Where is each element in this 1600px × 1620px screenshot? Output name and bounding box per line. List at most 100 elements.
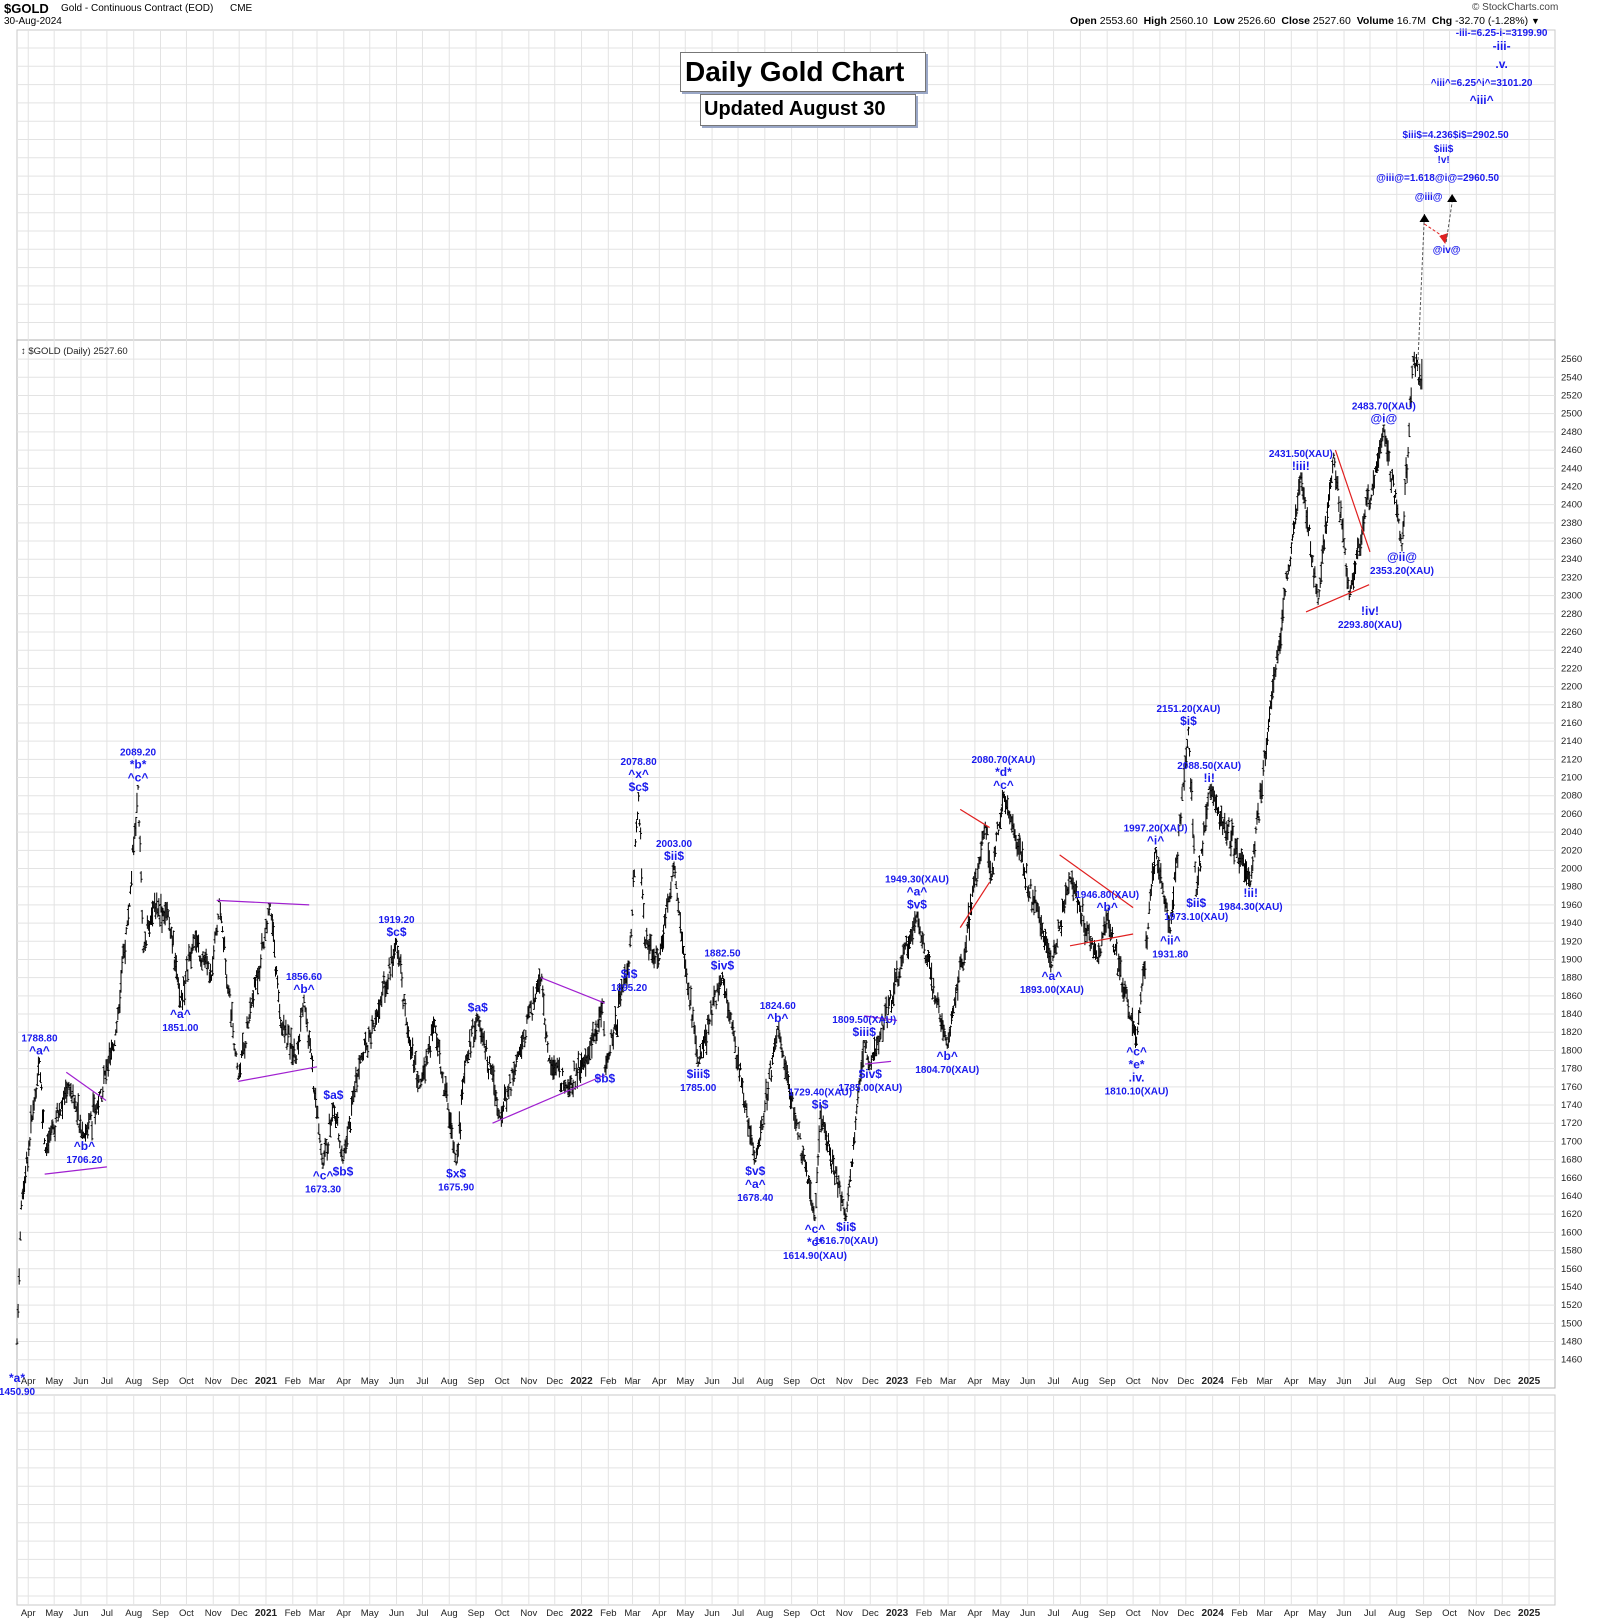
x-tick-label: Feb <box>916 1376 932 1387</box>
symbol: $GOLD <box>4 1 49 16</box>
low-value: 2526.60 <box>1237 15 1276 27</box>
x-tick-label: Jul <box>732 1608 744 1619</box>
y-tick-label: 2320 <box>1561 572 1582 583</box>
x-tick-label: Nov <box>1468 1608 1485 1619</box>
x-tick-label: May <box>992 1608 1010 1619</box>
x-tick-label: Mar <box>624 1376 640 1387</box>
wave-label: $a$ <box>323 1088 343 1102</box>
x-tick-label: Aug <box>1388 1608 1405 1619</box>
projection-path <box>1417 213 1425 371</box>
trendline <box>959 808 990 829</box>
wave-label: 1614.90(XAU) <box>783 1251 847 1262</box>
x-tick-label: Sep <box>1099 1608 1116 1619</box>
trendline <box>65 1071 107 1101</box>
x-tick-label: 2024 <box>1202 1376 1225 1387</box>
y-tick-label: 2500 <box>1561 409 1582 420</box>
wave-label: ^b^ <box>74 1139 95 1153</box>
x-tick-label: Apr <box>968 1376 983 1387</box>
x-tick-label: 2022 <box>570 1608 593 1619</box>
y-tick-label: 1580 <box>1561 1246 1582 1257</box>
y-tick-label: 2100 <box>1561 773 1582 784</box>
x-tick-label: Sep <box>152 1376 169 1387</box>
x-tick-label: Dec <box>546 1376 563 1387</box>
chg-label: Chg <box>1431 15 1453 27</box>
y-tick-label: 1680 <box>1561 1155 1582 1166</box>
trendline <box>540 977 606 1004</box>
y-tick-label: 2240 <box>1561 645 1582 656</box>
exchange: CME <box>230 3 253 14</box>
wave-label: 1616.70(XAU) <box>814 1236 878 1247</box>
y-tick-label: 2220 <box>1561 663 1582 674</box>
wave-label: 1973.10(XAU) <box>1164 912 1228 923</box>
triangle-down-icon[interactable]: ▼ <box>1531 16 1540 26</box>
wave-label: 1984.30(XAU) <box>1219 902 1283 913</box>
x-tick-label: 2023 <box>886 1608 909 1619</box>
y-tick-label: 1520 <box>1561 1300 1582 1311</box>
wave-label: *c* <box>807 1235 823 1249</box>
y-tick-label: 2020 <box>1561 845 1582 856</box>
x-tick-label: Oct <box>1442 1608 1457 1619</box>
trendline <box>865 1060 892 1065</box>
wave-label: 1895.20 <box>611 983 648 994</box>
y-tick-label: 1620 <box>1561 1209 1582 1220</box>
x-tick-label: Apr <box>1284 1608 1299 1619</box>
wave-label: $i$ <box>621 967 638 981</box>
x-tick-label: Sep <box>783 1376 800 1387</box>
y-tick-label: 2080 <box>1561 791 1582 802</box>
wave-label: $i$ <box>812 1098 829 1112</box>
y-tick-label: 1900 <box>1561 954 1582 965</box>
wave-label: 2088.50(XAU) <box>1177 761 1241 772</box>
chg-value: -32.70 (-1.28%) <box>1455 15 1529 27</box>
wave-label: 1804.70(XAU) <box>915 1065 979 1076</box>
x-tick-label: Nov <box>205 1608 222 1619</box>
y-tick-label: 2180 <box>1561 700 1582 711</box>
x-tick-label: May <box>676 1376 694 1387</box>
x-tick-label: Jun <box>1336 1376 1351 1387</box>
wave-label: $c$ <box>387 925 407 939</box>
x-tick-label: Apr <box>336 1608 351 1619</box>
wave-label: 1949.30(XAU) <box>885 875 949 886</box>
x-tick-label: Sep <box>468 1376 485 1387</box>
x-tick-label: Mar <box>309 1376 325 1387</box>
trendline <box>492 1074 606 1124</box>
x-tick-label: Apr <box>21 1376 36 1387</box>
wave-label: 1729.40(XAU) <box>788 1088 852 1099</box>
y-tick-label: 2040 <box>1561 827 1582 838</box>
x-tick-label: Jun <box>704 1376 719 1387</box>
wave-label: $ii$ <box>836 1220 856 1234</box>
wave-label: *d* <box>995 765 1012 779</box>
wave-label: ^b^ <box>767 1011 788 1025</box>
wave-label: !iv! <box>1361 604 1379 618</box>
x-tick-label: Apr <box>968 1608 983 1619</box>
wave-label: 2483.70(XAU) <box>1352 402 1416 413</box>
x-tick-label: Feb <box>285 1608 301 1619</box>
x-tick-label: 2025 <box>1518 1608 1541 1619</box>
x-tick-label: 2025 <box>1518 1376 1541 1387</box>
wave-label: 1882.50 <box>704 948 741 959</box>
wave-label: $b$ <box>333 1164 354 1178</box>
projection-label: ^iii^=6.25^i^=3101.20 <box>1431 78 1533 89</box>
wave-label: *b* <box>130 757 147 771</box>
wave-label: 2353.20(XAU) <box>1370 566 1434 577</box>
x-tick-label: Aug <box>125 1376 142 1387</box>
wave-label: $iv$ <box>859 1067 883 1081</box>
x-tick-label: 2022 <box>570 1376 593 1387</box>
close-value: 2527.60 <box>1312 15 1351 27</box>
y-tick-label: 1560 <box>1561 1264 1582 1275</box>
trendline <box>44 1166 107 1175</box>
wave-label: 2089.20 <box>120 747 157 758</box>
x-tick-label: May <box>992 1376 1010 1387</box>
trendline <box>864 1015 898 1022</box>
wave-label: ^b^ <box>1096 900 1117 914</box>
high-label: High <box>1143 15 1167 27</box>
y-tick-label: 2300 <box>1561 591 1582 602</box>
up-arrow-icon <box>1447 194 1458 202</box>
symbol-description: Gold - Continuous Contract (EOD) <box>61 3 214 14</box>
x-tick-label: Feb <box>916 1608 932 1619</box>
x-tick-label: Apr <box>652 1608 667 1619</box>
ohlc-readout: Open 2553.60 High 2560.10 Low 2526.60 Cl… <box>1070 15 1540 27</box>
projection-label: @iii@=1.618@i@=2960.50 <box>1376 173 1499 184</box>
x-tick-label: Aug <box>756 1608 773 1619</box>
x-tick-label: Oct <box>179 1376 194 1387</box>
chart-subtitle: Updated August 30 <box>704 98 886 120</box>
